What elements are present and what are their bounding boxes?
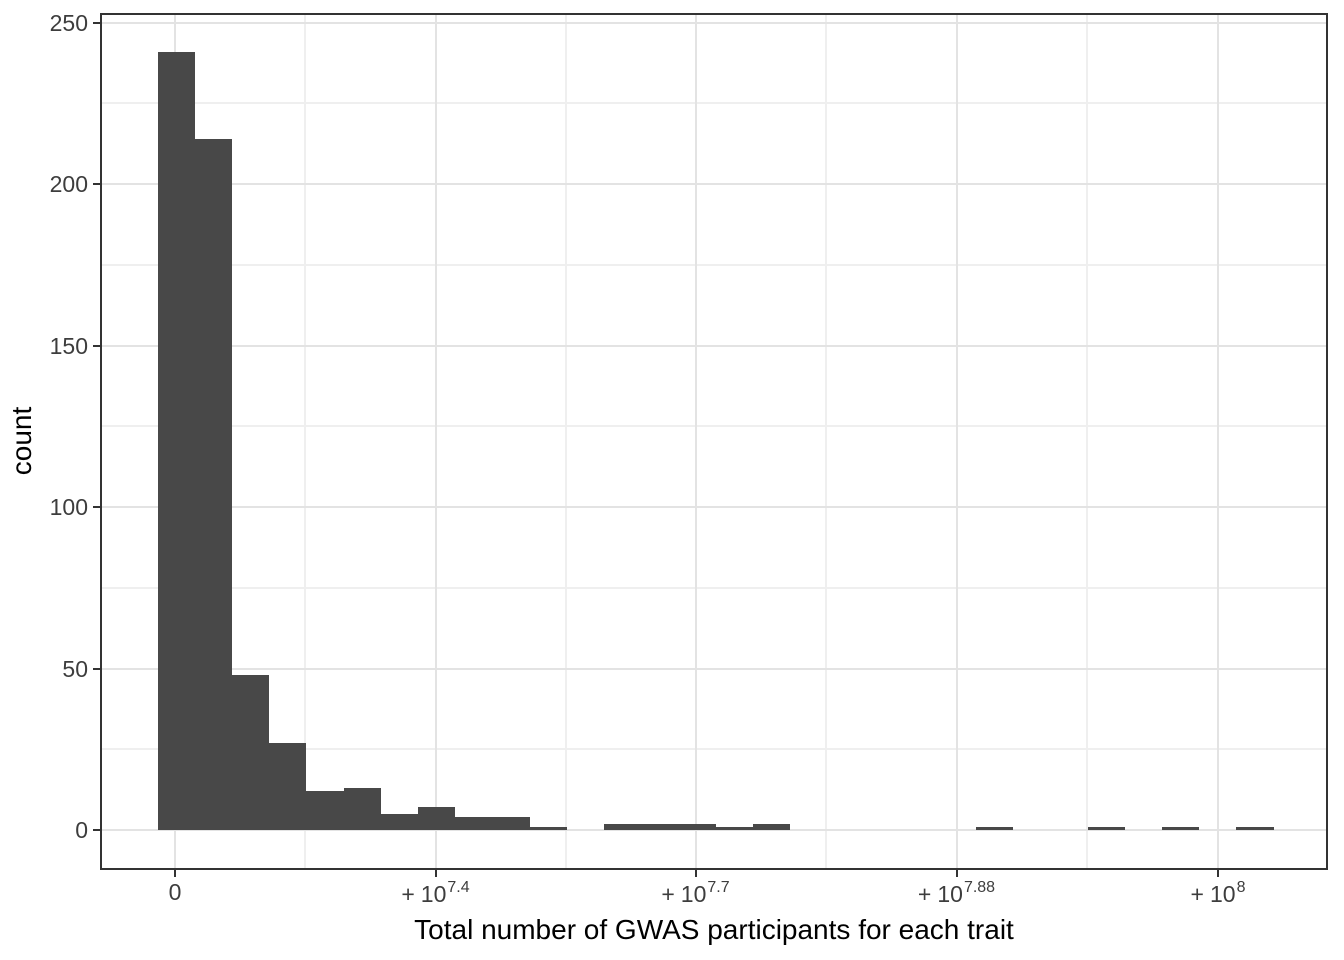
y-axis-tick — [93, 829, 100, 831]
histogram-bar — [343, 788, 381, 830]
tick-base: 10 — [937, 881, 963, 907]
histogram-bar — [715, 826, 753, 830]
tick-base: 10 — [680, 881, 707, 907]
tick-exponent: 7.7 — [707, 879, 730, 896]
gridline-minor-horizontal — [102, 425, 1326, 428]
gridline-minor-vertical — [304, 15, 307, 868]
histogram-bar — [1087, 826, 1125, 830]
gridline-major-horizontal — [102, 829, 1326, 831]
x-axis-tick — [694, 870, 697, 877]
histogram-bar — [455, 817, 493, 830]
histogram-bar — [380, 813, 418, 830]
histogram-bar — [1236, 826, 1274, 830]
gridline-minor-horizontal — [102, 263, 1326, 266]
histogram-bar — [157, 51, 195, 830]
gridline-minor-vertical — [564, 15, 567, 868]
x-axis-tick — [434, 870, 437, 877]
gridline-minor-vertical — [1086, 15, 1089, 868]
histogram-bar — [678, 823, 716, 830]
histogram-bar — [604, 823, 642, 830]
gridline-major-vertical — [955, 15, 958, 868]
histogram-bar — [232, 675, 270, 830]
gridline-major-horizontal — [102, 183, 1326, 186]
histogram-bar — [194, 139, 232, 830]
y-axis-tick — [93, 667, 100, 670]
y-tick-label: 150 — [49, 332, 88, 359]
plus-sign: + — [1190, 881, 1204, 907]
plus-sign: + — [401, 881, 415, 907]
tick-base: 0 — [168, 879, 182, 905]
histogram-bar — [529, 826, 567, 830]
y-axis-tick — [93, 183, 100, 186]
tick-base: 10 — [420, 881, 447, 907]
y-tick-label: 50 — [62, 655, 88, 682]
tick-exponent: 7.4 — [447, 879, 470, 896]
gridline-minor-horizontal — [102, 748, 1326, 751]
x-tick-label: +108 — [1128, 879, 1308, 908]
tick-exponent: 7.88 — [963, 879, 996, 896]
y-tick-label: 250 — [49, 9, 88, 36]
gridline-major-horizontal — [102, 506, 1326, 509]
x-axis-title: Total number of GWAS participants for ea… — [414, 914, 1014, 945]
gridline-major-vertical — [434, 15, 437, 868]
plus-sign: + — [661, 881, 675, 907]
x-axis-tick — [955, 870, 958, 877]
gridline-major-vertical — [694, 15, 697, 868]
histogram-bar — [306, 791, 344, 830]
histogram-bar — [641, 823, 679, 830]
plot-panel — [100, 13, 1328, 870]
y-axis-title: count — [6, 406, 37, 476]
gridline-major-horizontal — [102, 667, 1326, 670]
gridline-minor-horizontal — [102, 586, 1326, 589]
gridline-major-horizontal — [102, 21, 1326, 24]
gridline-minor-vertical — [825, 15, 827, 868]
histogram-bar — [492, 817, 530, 830]
x-tick-label: +107.4 — [346, 879, 526, 908]
x-tick-label: +107.7 — [606, 879, 786, 908]
y-tick-label: 0 — [75, 817, 88, 843]
y-tick-label: 100 — [49, 494, 88, 521]
x-tick-label: +107.88 — [867, 879, 1047, 908]
histogram-bar — [752, 823, 790, 830]
plus-sign: + — [917, 881, 932, 907]
gridline-major-vertical — [1217, 15, 1219, 868]
gridline-major-horizontal — [102, 344, 1326, 347]
histogram-bar — [1162, 826, 1200, 830]
histogram-bar — [976, 826, 1014, 830]
tick-exponent: 8 — [1236, 879, 1246, 896]
histogram-bar — [418, 807, 456, 830]
x-axis-tick — [174, 870, 176, 877]
y-axis-tick — [93, 506, 100, 509]
y-tick-label: 200 — [49, 171, 88, 198]
tick-base: 10 — [1209, 881, 1236, 907]
y-axis-tick — [93, 344, 100, 347]
histogram-bar — [269, 742, 307, 830]
y-axis-tick — [93, 21, 100, 24]
x-tick-label: 0 — [85, 879, 265, 906]
gridline-minor-horizontal — [102, 102, 1326, 105]
x-axis-tick — [1217, 870, 1219, 877]
